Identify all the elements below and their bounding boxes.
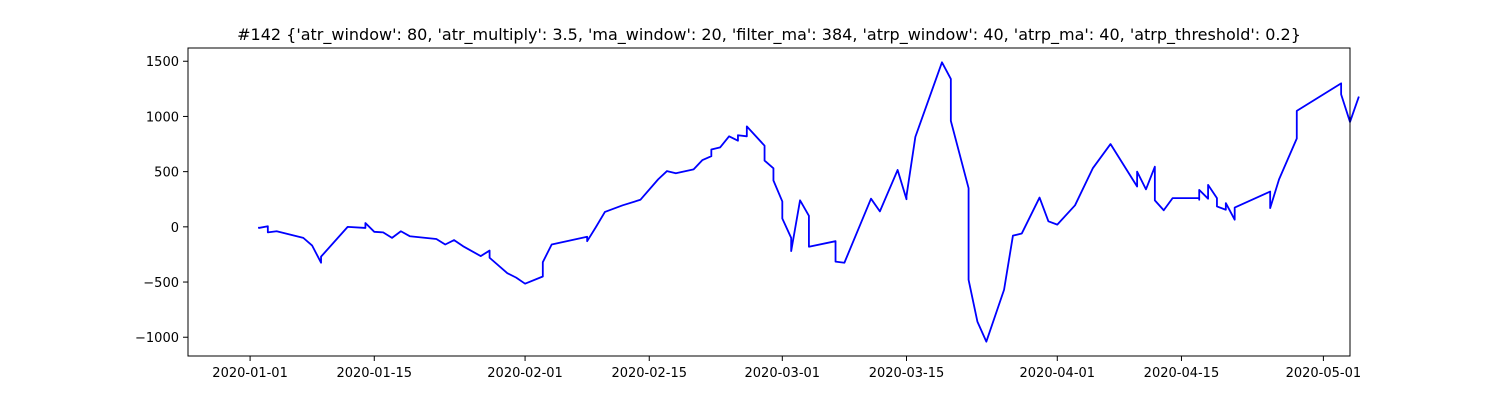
x-tick-label: 2020-04-01 [1020,366,1096,381]
x-tick-label: 2020-05-01 [1286,366,1362,381]
y-tick-label: −500 [143,276,179,291]
plot-area [258,61,1360,343]
x-tick-label: 2020-03-01 [745,366,821,381]
x-axis: 2020-01-01 2020-01-15 2020-02-01 2020-02-15… [212,356,1361,381]
y-axis: 1500 1000 500 0 −500 −1000 [135,55,188,346]
y-tick-label: 500 [154,166,179,181]
x-tick-label: 2020-04-15 [1144,366,1220,381]
y-tick-label: 1000 [146,110,179,125]
y-tick-label: −1000 [135,331,179,346]
x-tick-label: 2020-02-01 [487,366,563,381]
series-line-0 [258,61,1360,343]
x-tick-label: 2020-01-15 [336,366,412,381]
chart-title: #142 {'atr_window': 80, 'atr_multiply': … [237,25,1301,45]
y-tick-label: 1500 [146,55,179,70]
y-tick-label: 0 [171,221,179,236]
x-tick-label: 2020-01-01 [212,366,288,381]
x-tick-label: 2020-02-15 [611,366,687,381]
x-tick-label: 2020-03-15 [869,366,945,381]
plot-frame [187,47,1351,357]
